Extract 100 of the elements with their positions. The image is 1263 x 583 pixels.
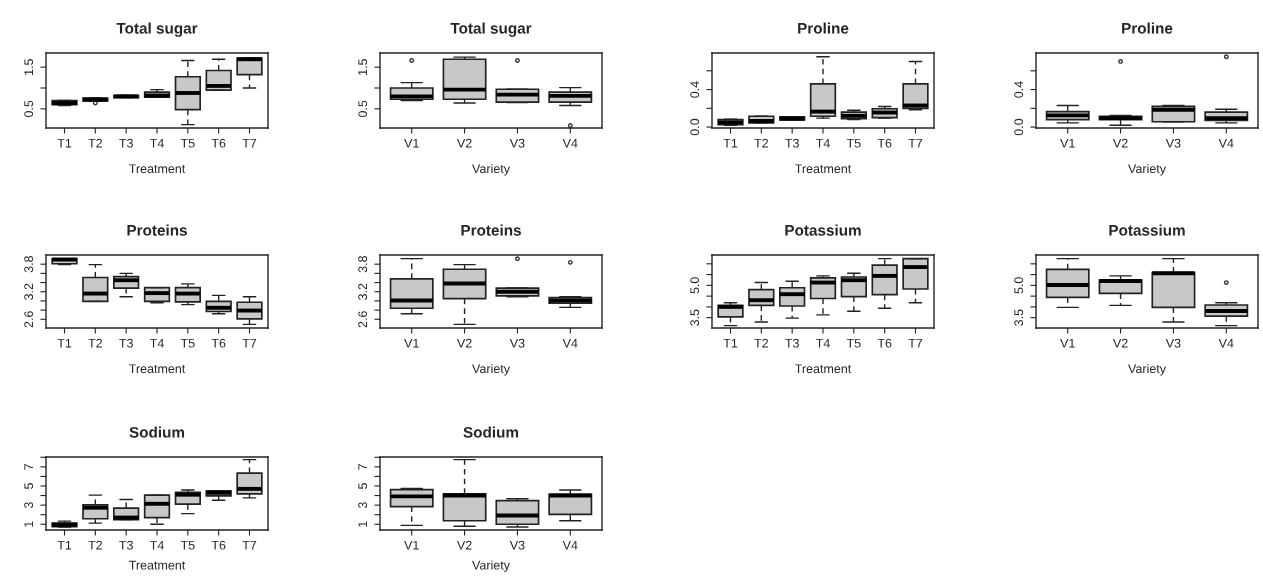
x-tick-label: T2	[754, 138, 768, 148]
x-tick-label: V4	[562, 540, 578, 550]
y-tick-label: 0.5	[358, 100, 368, 118]
x-tick-label: T1	[57, 338, 72, 348]
x-axis-title: Treatment	[129, 364, 186, 374]
y-tick-label: 7	[358, 464, 367, 470]
x-tick-label: T3	[785, 338, 799, 348]
y-tick-label: 0.0	[690, 118, 700, 136]
chart-title: Proteins	[127, 224, 187, 236]
x-tick-label: T2	[88, 138, 102, 148]
y-tick-label: 3.2	[358, 283, 368, 300]
chart-title: Total sugar	[116, 22, 198, 37]
x-tick-label: T2	[754, 338, 768, 348]
x-tick-label: T6	[211, 138, 226, 148]
y-tick-label: 1	[24, 521, 33, 527]
y-tick-label: 3	[358, 502, 368, 509]
y-tick-label: 1.5	[358, 59, 368, 75]
chart-title: Proline	[1122, 22, 1173, 34]
x-tick-label: T4	[149, 338, 164, 348]
x-tick-label: V4	[562, 338, 578, 348]
x-axis-title: Treatment	[795, 364, 852, 374]
x-tick-label: T1	[723, 338, 738, 348]
x-tick-label: T7	[908, 138, 923, 148]
chart-title: Sodium	[129, 426, 185, 438]
chart-title: Sodium	[463, 426, 519, 438]
y-tick-label: 5	[358, 483, 368, 489]
y-tick-label: 3.5	[1014, 309, 1024, 326]
x-axis-title: Treatment	[129, 164, 186, 174]
y-tick-label: 5.0	[690, 277, 700, 294]
x-axis-title: Variety	[472, 163, 510, 176]
x-tick-label: V1	[404, 338, 419, 348]
x-tick-label: T3	[119, 138, 133, 148]
x-tick-label: T1	[57, 540, 72, 550]
x-tick-label: T4	[149, 540, 164, 550]
x-tick-label: T6	[877, 138, 892, 148]
y-tick-label: 3.5	[690, 309, 700, 326]
y-tick-label: 3.8	[358, 256, 368, 273]
x-tick-label: V3	[509, 338, 525, 348]
x-tick-label: T3	[119, 338, 133, 348]
x-tick-label: V2	[456, 540, 472, 550]
chart-title: Proline	[798, 22, 849, 34]
x-axis-title: Variety	[1128, 363, 1166, 376]
y-tick-label: 0.5	[24, 100, 34, 118]
x-tick-label: T1	[57, 138, 72, 148]
x-tick-label: T4	[815, 338, 830, 348]
x-tick-label: T5	[180, 540, 195, 550]
x-tick-label: T6	[211, 540, 226, 550]
x-axis-title: Treatment	[129, 560, 186, 570]
x-tick-label: V3	[1165, 138, 1181, 148]
chart-title: Proteins	[461, 224, 521, 236]
x-tick-label: V4	[562, 138, 578, 148]
x-tick-label: T5	[180, 338, 195, 348]
x-tick-label: V2	[456, 138, 472, 148]
x-tick-label: V1	[404, 138, 419, 148]
x-tick-label: T7	[242, 338, 257, 348]
chart-title: Potassium	[1109, 224, 1185, 236]
x-tick-label: V1	[1060, 338, 1075, 348]
x-tick-label: T7	[242, 540, 257, 550]
y-tick-label: 5	[24, 483, 34, 489]
y-tick-label: 2.6	[358, 311, 368, 328]
x-tick-label: T5	[846, 338, 861, 348]
chart-title: Total sugar	[450, 22, 532, 37]
x-tick-label: T4	[149, 138, 164, 148]
y-tick-label: 7	[24, 464, 33, 470]
x-tick-label: T2	[88, 338, 102, 348]
y-tick-label: 0.4	[690, 81, 700, 98]
x-tick-label: T2	[88, 540, 102, 550]
x-tick-label: V2	[1112, 138, 1128, 148]
x-tick-label: T3	[785, 138, 799, 148]
y-tick-label: 0.0	[1014, 118, 1024, 136]
y-tick-label: 3.8	[24, 256, 34, 273]
y-tick-label: 0.4	[1014, 81, 1024, 98]
x-tick-label: V4	[1218, 338, 1234, 348]
x-axis-title: Variety	[472, 363, 510, 376]
chart-title: Potassium	[785, 224, 861, 236]
x-tick-label: V3	[509, 540, 525, 550]
x-tick-label: T7	[242, 138, 257, 148]
x-tick-label: V4	[1218, 138, 1234, 148]
y-tick-label: 1	[358, 521, 367, 527]
x-tick-label: V2	[456, 338, 472, 348]
x-axis-title: Variety	[472, 560, 510, 573]
x-tick-label: T7	[908, 338, 923, 348]
x-tick-label: T5	[180, 138, 195, 148]
x-tick-label: V2	[1112, 338, 1128, 348]
x-tick-label: T6	[877, 338, 892, 348]
x-axis-title: Variety	[1128, 163, 1166, 176]
x-tick-label: V1	[404, 540, 419, 550]
x-tick-label: V3	[509, 138, 525, 148]
y-tick-label: 3.2	[24, 283, 34, 300]
y-tick-label: 5.0	[1014, 277, 1024, 294]
x-tick-label: T5	[846, 138, 861, 148]
x-tick-label: T1	[723, 138, 738, 148]
x-tick-label: T4	[815, 138, 830, 148]
x-tick-label: V3	[1165, 338, 1181, 348]
x-axis-title: Treatment	[795, 164, 852, 174]
y-tick-label: 2.6	[24, 311, 34, 328]
y-tick-label: 1.5	[24, 59, 34, 75]
x-tick-label: T6	[211, 338, 226, 348]
x-tick-label: V1	[1060, 138, 1075, 148]
y-tick-label: 3	[24, 502, 34, 509]
